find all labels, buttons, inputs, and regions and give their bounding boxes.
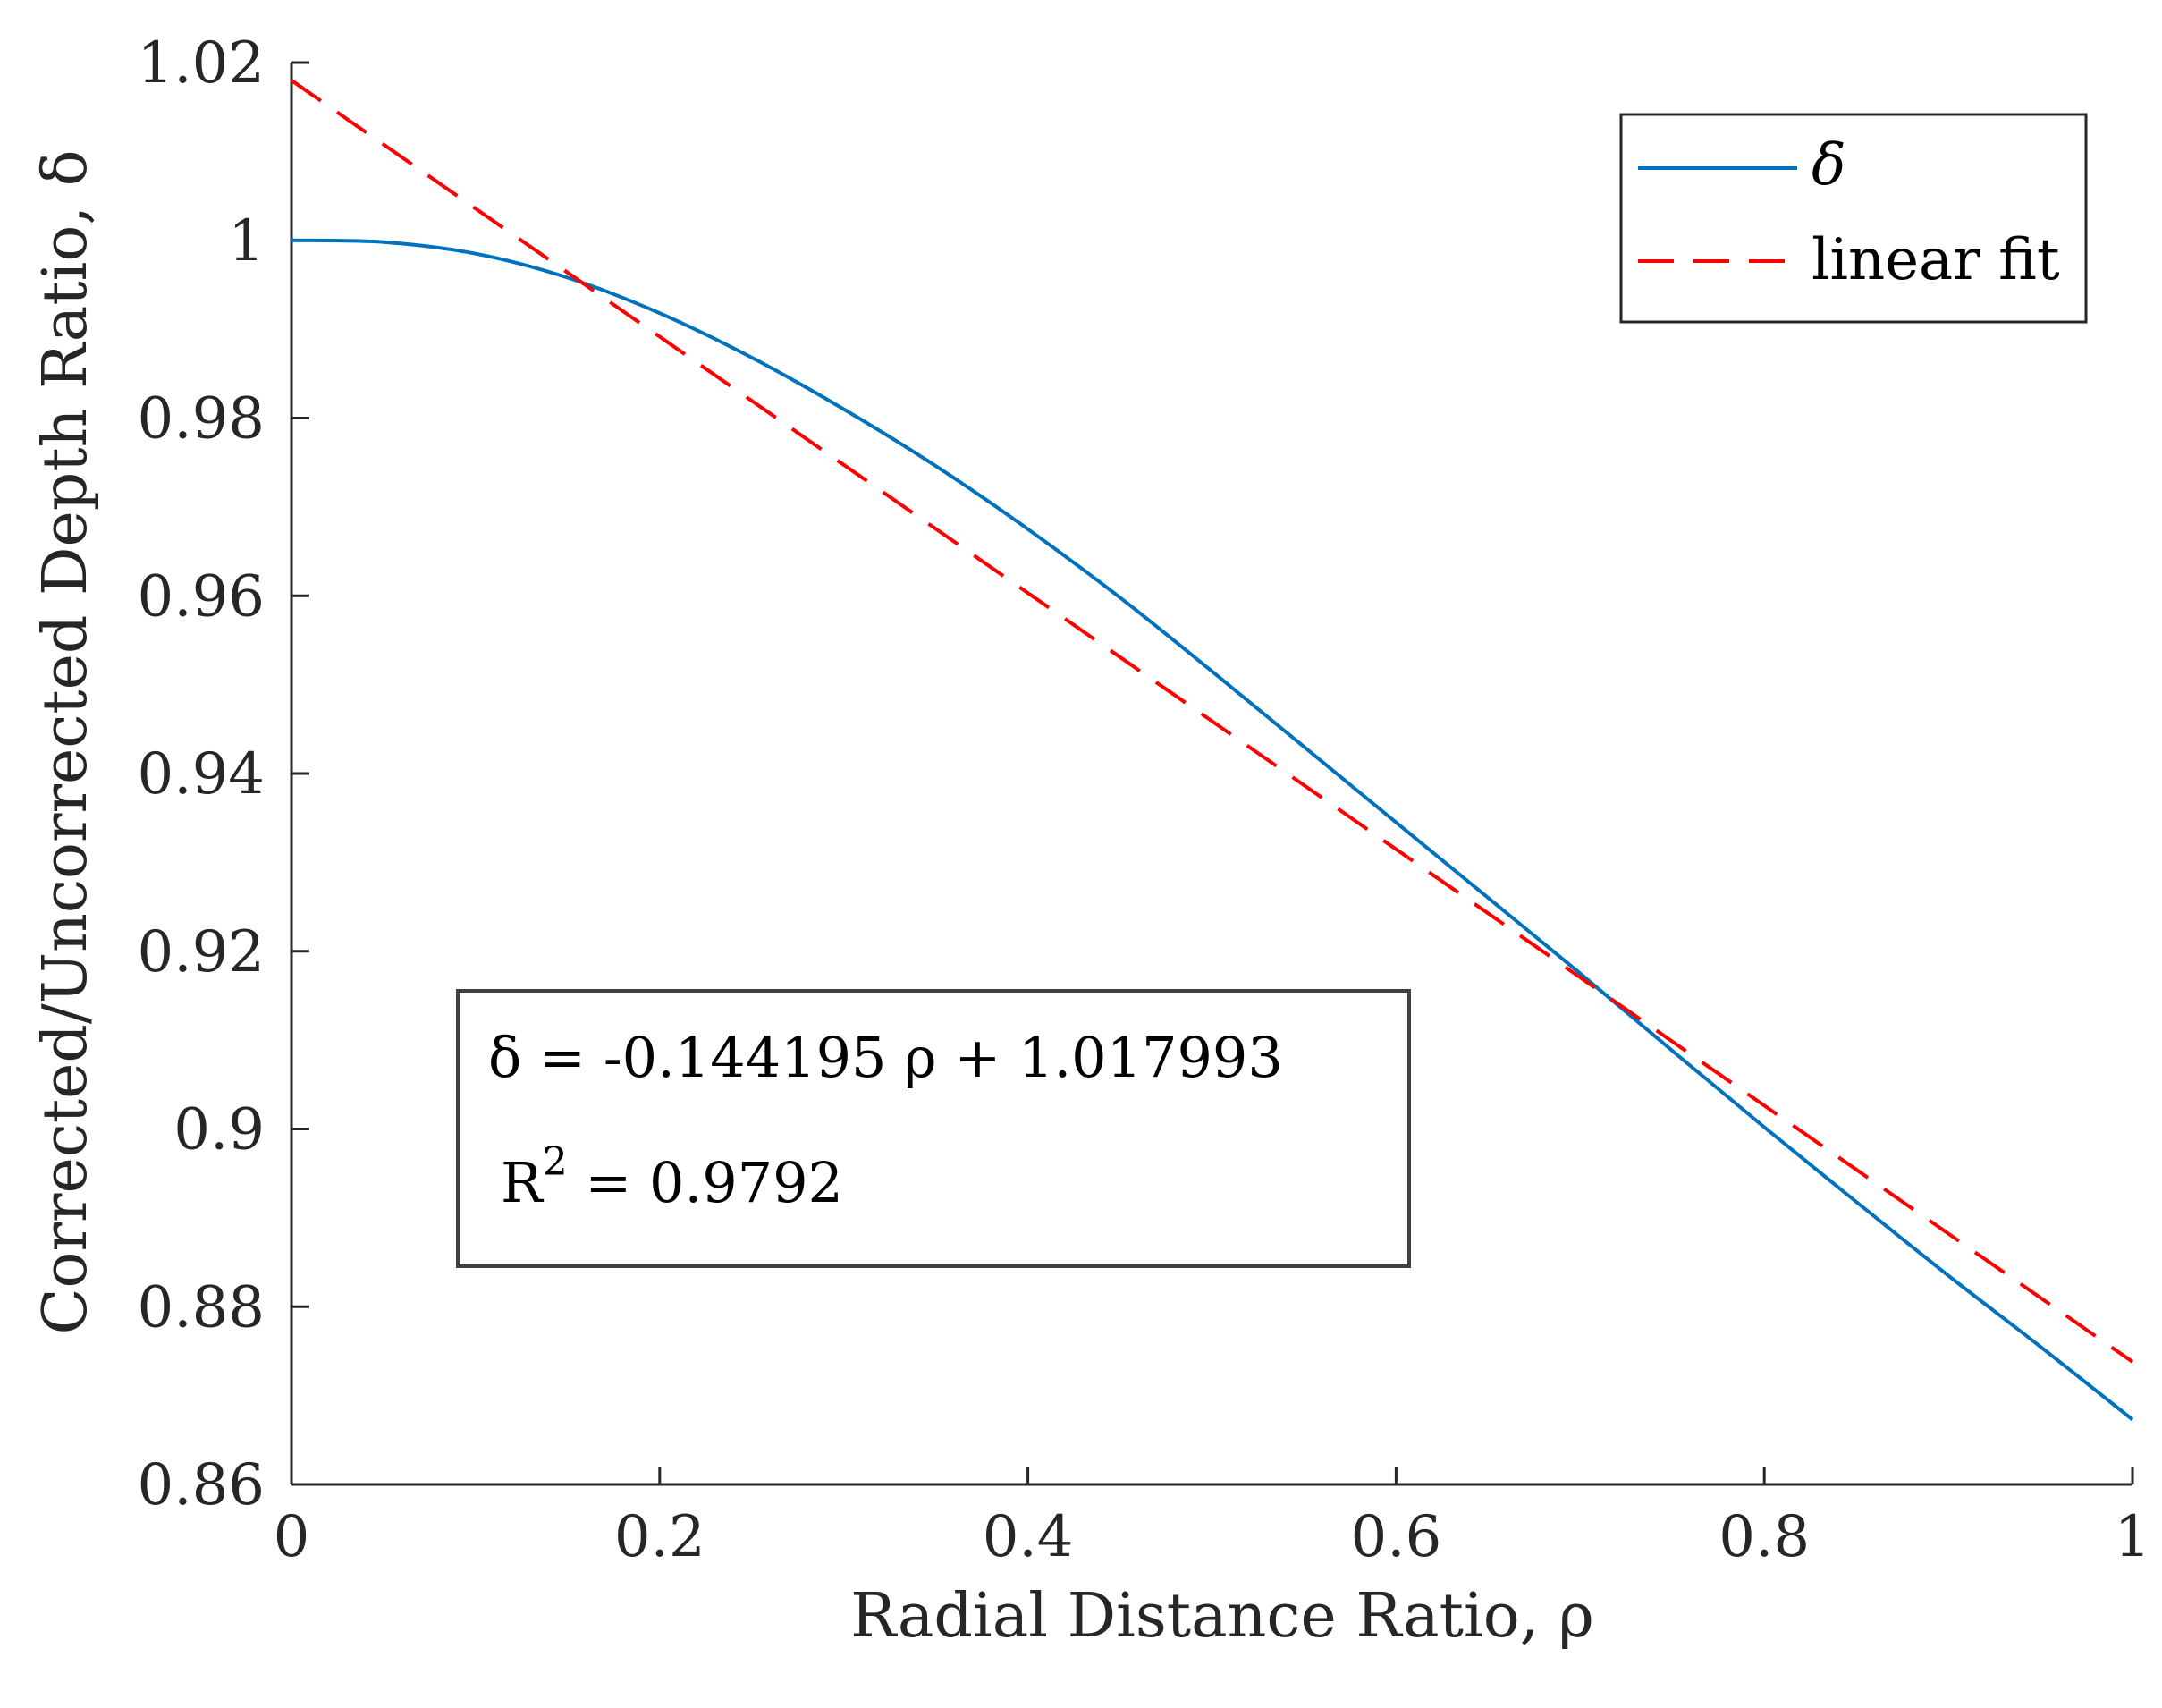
y-tick-label: 0.92 — [138, 919, 266, 985]
y-tick-label: 0.86 — [138, 1452, 266, 1518]
x-tick-label: 0.8 — [1719, 1504, 1810, 1570]
legend-label-fit: linear fit — [1812, 227, 2060, 293]
equation-annotation: δ = -0.144195 ρ + 1.017993 R2 = 0.9792 — [456, 989, 1411, 1268]
r-squared-base: R — [501, 1150, 545, 1215]
annotation-box — [456, 989, 1411, 1268]
series-line-delta — [291, 238, 2134, 1422]
y-tick-label: 0.88 — [138, 1274, 266, 1340]
x-tick-label: 0 — [274, 1504, 310, 1570]
legend-label-delta: δ — [1812, 132, 1846, 199]
ticks: 0 0.2 0.4 0.6 0.8 1 0.86 0.88 0.9 0.92 0.94 0.96 0.9… — [138, 30, 2151, 1570]
plot-area — [290, 79, 2134, 1422]
equation-text: δ = -0.144195 ρ + 1.017993 — [488, 1025, 1283, 1090]
x-axis-label: Radial Distance Ratio, ρ — [850, 1581, 1594, 1652]
y-tick-label: 0.94 — [138, 741, 266, 807]
series-line-linear-fit — [290, 79, 2134, 1364]
legend-box — [1619, 113, 2088, 324]
r-squared-value: = 0.9792 — [568, 1150, 843, 1215]
r-squared-exponent: 2 — [543, 1139, 568, 1185]
y-tick-label: 0.9 — [173, 1097, 265, 1163]
r-squared-text: R2 = 0.9792 — [501, 1139, 843, 1215]
y-axis-label: Corrected/Uncorrected Depth Ratio, δ — [30, 149, 101, 1334]
x-tick-label: 0.6 — [1351, 1504, 1442, 1570]
x-tick-label: 0.2 — [614, 1504, 705, 1570]
y-tick-label: 1.02 — [138, 30, 266, 97]
y-tick-label: 1 — [228, 208, 265, 275]
x-tick-label: 0.4 — [983, 1504, 1074, 1570]
legend: δ linear fit — [1619, 113, 2088, 324]
y-tick-label: 0.96 — [138, 563, 266, 630]
y-tick-label: 0.98 — [138, 386, 266, 452]
x-tick-label: 1 — [2115, 1504, 2151, 1570]
